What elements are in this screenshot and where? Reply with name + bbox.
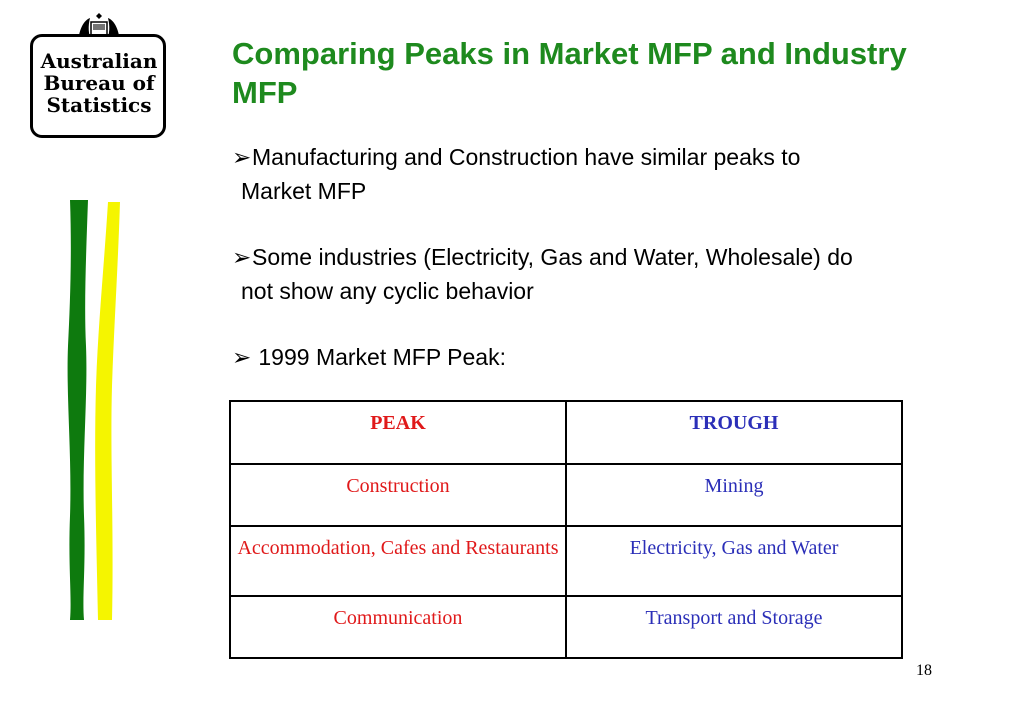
decorative-stripes bbox=[67, 200, 120, 620]
trough-cell: Transport and Storage bbox=[565, 595, 903, 659]
trough-cell: Electricity, Gas and Water bbox=[565, 525, 903, 597]
peak-cell: Communication bbox=[229, 595, 567, 659]
bullet-3: ➢ 1999 Market MFP Peak: bbox=[232, 340, 1002, 374]
logo-frame bbox=[30, 34, 166, 138]
header-trough: TROUGH bbox=[565, 400, 903, 465]
page-number: 18 bbox=[916, 662, 932, 679]
peak-cell: Accommodation, Cafes and Restaurants bbox=[229, 525, 567, 597]
slide-title: Comparing Peaks in Market MFP and Indust… bbox=[232, 36, 907, 110]
bullet-3-line-1: 1999 Market MFP Peak: bbox=[252, 344, 506, 370]
table-row: Communication Transport and Storage bbox=[229, 595, 903, 659]
bullet-1: ➢Manufacturing and Construction have sim… bbox=[232, 140, 1002, 208]
trough-cell: Mining bbox=[565, 463, 903, 527]
bullet-2: ➢Some industries (Electricity, Gas and W… bbox=[232, 240, 1002, 308]
abs-logo: AUSTRALIA Australian Bureau of Statistic… bbox=[28, 12, 170, 140]
logo-line-2: Bureau of bbox=[43, 71, 155, 95]
yellow-stripe bbox=[95, 202, 120, 620]
logo-line-3: Statistics bbox=[46, 93, 152, 117]
bullet-arrow-icon: ➢ bbox=[232, 344, 252, 370]
table-row: Construction Mining bbox=[229, 463, 903, 527]
bullet-1-line-1: Manufacturing and Construction have simi… bbox=[252, 144, 801, 170]
bullet-arrow-icon: ➢ bbox=[232, 244, 252, 270]
header-peak: PEAK bbox=[229, 400, 567, 465]
table-header-row: PEAK TROUGH bbox=[229, 400, 903, 465]
peak-trough-table: PEAK TROUGH Construction Mining Accommod… bbox=[229, 400, 903, 659]
green-stripe bbox=[67, 200, 88, 620]
logo-wordmark: Australian Bureau of Statistics bbox=[28, 50, 170, 116]
bullet-2-line-1: Some industries (Electricity, Gas and Wa… bbox=[252, 244, 853, 270]
bullet-arrow-icon: ➢ bbox=[232, 144, 252, 170]
bullet-1-line-2: Market MFP bbox=[241, 178, 367, 204]
bullet-2-line-2: not show any cyclic behavior bbox=[241, 278, 534, 304]
peak-cell: Construction bbox=[229, 463, 567, 527]
table-row: Accommodation, Cafes and Restaurants Ele… bbox=[229, 525, 903, 597]
logo-line-1: Australian bbox=[40, 49, 158, 73]
